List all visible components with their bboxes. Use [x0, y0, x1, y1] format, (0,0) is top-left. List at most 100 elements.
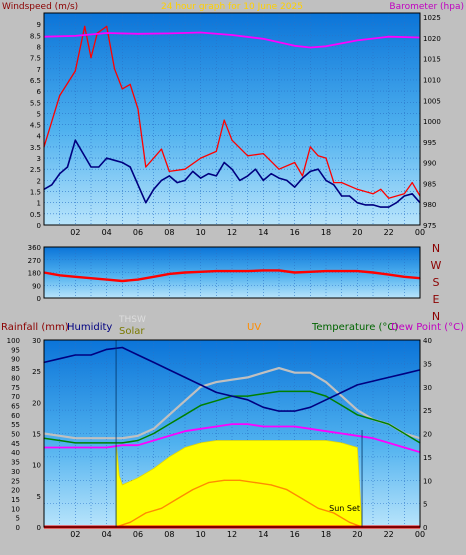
temperature-line-point [184, 414, 186, 416]
temperature-line-point [215, 400, 217, 402]
rain-tick-label: 20 [11, 487, 20, 495]
wind-speed-line-point [59, 173, 61, 175]
y-tick-label-left: 180 [28, 270, 41, 278]
dew-point-line-point [356, 435, 358, 437]
y-tick-label-right: 995 [423, 139, 436, 147]
y-tick-label-left: 4 [37, 133, 42, 141]
y-tick-label-left: 6 [37, 88, 42, 96]
temperature-line-point [106, 442, 108, 444]
humidity-line-point [168, 369, 170, 371]
y-tick-label-left: 5.5 [30, 99, 41, 107]
humidity-tick-label: 15 [32, 431, 41, 439]
rain-tick-label: 15 [11, 496, 20, 504]
rain-tick-label: 35 [11, 459, 20, 467]
dew-point-line-point [215, 425, 217, 428]
wind-speed-line-point [200, 177, 202, 179]
wind-gust-line-point [121, 88, 123, 90]
wind-speed-line-point [380, 206, 382, 208]
uv-line-point [239, 479, 241, 481]
humidity-line-point [247, 399, 249, 401]
humidity-tick-label: 0 [37, 524, 41, 532]
x-tick-label: 16 [290, 228, 300, 237]
temperature-line-point [325, 395, 327, 397]
wind-speed-line-point [372, 204, 374, 206]
humidity-line-point [137, 354, 139, 356]
solar-area [115, 440, 363, 528]
wind-direction-line-point [200, 271, 202, 273]
rain-tick-label: 45 [11, 440, 20, 448]
x-tick-label: 02 [70, 228, 80, 237]
humidity-line-point [90, 354, 92, 356]
rain-tick-label: 50 [11, 431, 20, 439]
wind-direction-line-point [294, 271, 296, 274]
wind-speed-line-point [364, 204, 366, 206]
x-tick-label: 04 [102, 228, 112, 237]
uv-line-point [333, 512, 335, 514]
dew-point-line-point [121, 444, 123, 446]
rain-tick-label: 85 [11, 365, 20, 373]
x-tick-label: 22 [384, 530, 394, 539]
dew-point-line-point [294, 425, 296, 428]
y-tick-label-right: 1020 [423, 35, 441, 43]
wind-speed-line-point [223, 161, 225, 164]
wind-gust-line-point [372, 193, 374, 195]
y-tick-label-left: 2.5 [30, 166, 41, 174]
legend-solar: Solar [119, 326, 145, 337]
wind-speed-line-point [333, 184, 335, 186]
x-tick-label: 10 [196, 530, 206, 539]
wind-gust-line-point [262, 153, 264, 155]
humidity-line-point [278, 410, 280, 412]
thsw-line-point [215, 381, 217, 383]
temperature-line-point [388, 423, 390, 425]
thsw-line-point [341, 395, 343, 397]
temperature-line-point [309, 390, 311, 392]
plot-frame-0 [43, 12, 421, 226]
barometer-line-point [388, 36, 390, 38]
temperature-line-point [137, 439, 139, 442]
barometer-line-point [137, 33, 139, 35]
wind-speed-line-point [82, 153, 84, 155]
wind-direction-line-point [90, 277, 92, 279]
wind-speed-line-point [341, 195, 343, 197]
wind-gust-line-point [74, 70, 76, 72]
temperature-line-point [90, 442, 92, 444]
temperature-tick-label: 15 [423, 454, 432, 462]
wind-direction-line-point [309, 271, 311, 273]
x-tick-label: 20 [352, 530, 362, 539]
temperature-tick-label: 5 [423, 501, 427, 509]
wind-gust-line-point [153, 157, 155, 159]
wind-direction-line-point [388, 274, 390, 276]
wind-gust-line-point [145, 166, 147, 168]
y-tick-label-right: 975 [423, 222, 436, 230]
thsw-line-point [184, 400, 186, 402]
wind-gust-line-point [215, 150, 217, 152]
humidity-line-point [121, 346, 123, 349]
y-tick-label-left: 7 [37, 66, 41, 74]
humidity-tick-label: 25 [32, 368, 41, 376]
thsw-line-point [200, 386, 202, 388]
wind-speed-line-point [411, 193, 413, 195]
dew-point-line-point [168, 435, 170, 437]
y-tick-label-right: 1005 [423, 97, 441, 105]
barometer-line-point [309, 46, 311, 49]
barometer-axis-label: Barometer (hpa) [389, 2, 464, 12]
y-tick-label-left: 6.5 [30, 77, 41, 85]
wind-speed-line-point [98, 166, 100, 168]
temperature-line-point [341, 404, 343, 406]
wind-gust-line-point [223, 119, 225, 121]
wind-direction-line-point [341, 270, 343, 272]
dew-point-line-point [403, 446, 405, 449]
temperature-line-point [121, 442, 123, 444]
wind-speed-line-point [294, 186, 296, 188]
wind-gust-line-point [403, 193, 405, 195]
uv-line-point [301, 498, 304, 500]
wind-speed-line-point [192, 170, 194, 172]
humidity-tick-label: 10 [32, 462, 41, 470]
x-tick-label: 00 [415, 228, 425, 237]
wind-speed-line-point [231, 168, 233, 170]
rain-tick-label: 100 [7, 337, 20, 345]
wind-gust-line-point [325, 157, 327, 159]
y-tick-label-left: 1.5 [30, 189, 41, 197]
humidity-line-point [231, 395, 233, 397]
temperature-line-point [403, 432, 405, 435]
